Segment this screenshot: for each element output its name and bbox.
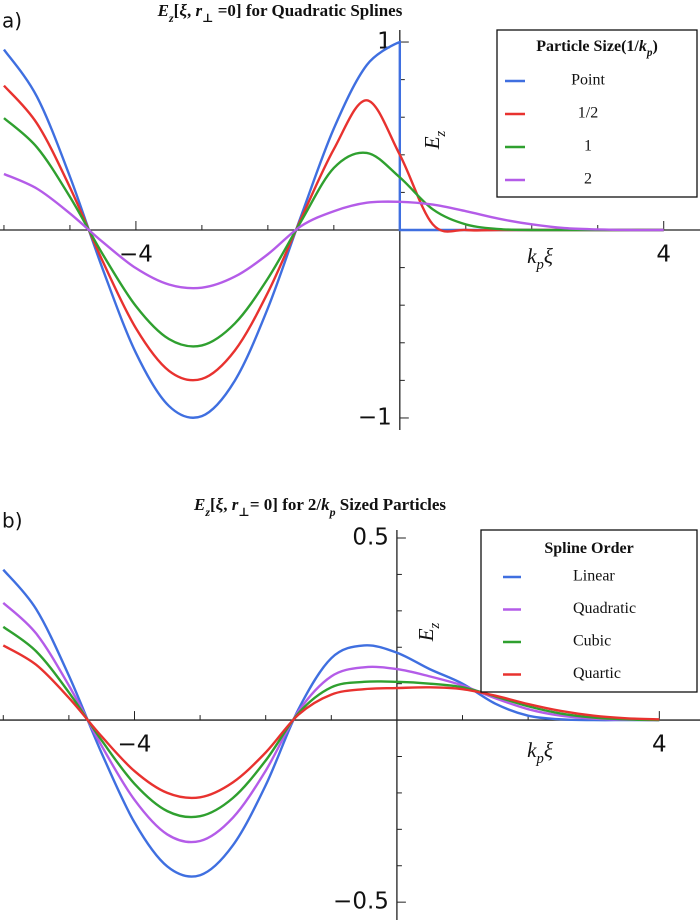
text-segment: Particle Size(1/ <box>536 38 639 55</box>
text-segment: p <box>535 257 543 273</box>
text-segment: z <box>204 505 210 519</box>
series-line <box>2 568 660 878</box>
text-segment: z <box>168 11 174 25</box>
text-segment: =0] for Quadratic Splines <box>214 1 403 20</box>
text-segment: r <box>232 495 239 514</box>
legend-box <box>480 529 698 693</box>
legend-label: 1/2 <box>578 105 598 122</box>
legend-title: Particle Size(1/kp) <box>536 38 658 59</box>
series-line <box>3 117 664 348</box>
series-line <box>2 601 660 844</box>
legend-label: 1 <box>584 138 592 155</box>
y-axis-label: Ez <box>420 130 450 150</box>
y-tick-label: −0.5 <box>333 889 389 915</box>
text-segment: k <box>639 38 647 55</box>
text-segment: ⊥ <box>238 505 249 519</box>
series-line <box>2 644 660 800</box>
text-segment: E <box>420 136 444 150</box>
text-segment: z <box>427 622 443 629</box>
text-segment: , <box>187 1 196 20</box>
legend-box <box>496 29 698 198</box>
y-axis-label: Ez <box>414 622 444 642</box>
x-axis-label: kpξ <box>527 244 553 274</box>
text-segment: E <box>414 628 438 642</box>
text-segment: k <box>321 495 330 514</box>
text-segment: Sized Particles <box>336 495 447 514</box>
chart-title: Ez[ξ, r⊥= 0] for 2/kp Sized Particles <box>193 495 446 519</box>
legend-label: Linear <box>573 568 615 585</box>
panel-label: a) <box>2 9 22 33</box>
x-axis-label: kpξ <box>527 738 553 768</box>
text-segment: ξ <box>216 495 224 514</box>
panel-label: b) <box>2 509 23 533</box>
text-segment: [ <box>210 495 216 514</box>
text-segment: k <box>527 738 537 762</box>
legend-label: Cubic <box>573 633 611 650</box>
text-segment: Spline Order <box>544 540 633 557</box>
series-line <box>2 625 660 819</box>
text-segment: E <box>193 495 205 514</box>
text-segment: p <box>535 751 543 767</box>
text-segment: , <box>223 495 232 514</box>
text-segment: = 0] for 2/ <box>250 495 321 514</box>
legend-title: Spline Order <box>544 540 633 557</box>
text-segment: ξ <box>544 738 553 762</box>
text-segment: ξ <box>179 1 187 20</box>
legend-label: Point <box>571 72 605 89</box>
text-segment: r <box>195 1 202 20</box>
legend-label: Quartic <box>573 665 621 682</box>
y-tick-label: 0.5 <box>352 525 389 551</box>
x-tick-label: 4 <box>656 242 671 268</box>
legend-label: 2 <box>584 171 592 188</box>
text-segment: ⊥ <box>202 11 213 25</box>
text-segment: p <box>329 505 336 519</box>
text-segment: z <box>433 130 449 137</box>
text-segment: p <box>646 47 653 59</box>
text-segment: ) <box>652 38 657 55</box>
text-segment: k <box>527 244 537 268</box>
text-segment: E <box>157 1 169 20</box>
text-segment: ξ <box>544 244 553 268</box>
chart-title: Ez[ξ, r⊥ =0] for Quadratic Splines <box>157 1 403 25</box>
x-tick-label: −4 <box>119 242 153 268</box>
text-segment: [ <box>174 1 180 20</box>
series-line <box>3 172 664 290</box>
legend-label: Quadratic <box>573 600 636 617</box>
y-tick-label: −1 <box>358 404 392 430</box>
x-tick-label: −4 <box>118 732 152 758</box>
x-tick-label: 4 <box>652 732 667 758</box>
